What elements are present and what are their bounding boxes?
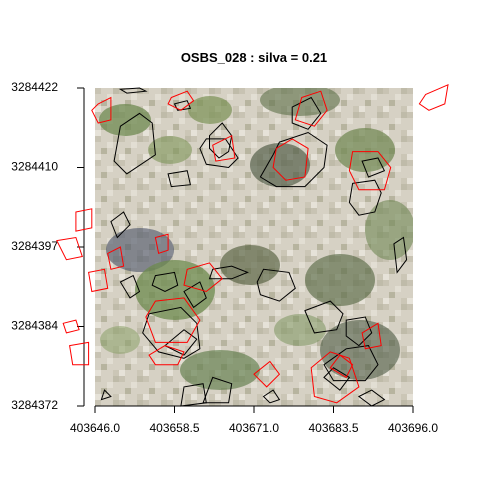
chart-title: OSBS_028 : silva = 0.21 — [181, 50, 327, 65]
y-tick-label: 3284410 — [11, 160, 58, 174]
x-tick-label: 403671.0 — [229, 421, 279, 435]
red-crown-series — [56, 83, 449, 404]
black-crown-polygon — [357, 389, 386, 407]
y-tick-label: 3284372 — [11, 398, 58, 412]
red-crown-polygon — [145, 297, 201, 343]
black-crown-polygon — [304, 300, 344, 334]
red-crown-polygon — [75, 208, 93, 232]
red-crown-polygon — [107, 246, 125, 270]
black-crown-polygon — [110, 211, 131, 239]
black-crown-polygon — [209, 122, 233, 159]
red-crown-polygon — [310, 351, 360, 404]
red-crown-polygon — [361, 322, 382, 350]
red-crown-polygon — [69, 341, 90, 366]
red-crown-polygon — [212, 134, 236, 162]
x-tick-label: 403646.0 — [70, 421, 120, 435]
black-crown-polygon — [208, 265, 249, 280]
black-crown-polygon — [323, 345, 379, 382]
vegetation-patch — [274, 314, 326, 346]
vegetation-patch — [99, 104, 151, 136]
red-crown-polygon — [154, 233, 169, 255]
black-crown-polygon — [262, 389, 281, 404]
black-crown-polygon — [291, 96, 322, 130]
black-crown-polygon — [183, 281, 207, 309]
black-crown-polygon — [164, 329, 198, 356]
y-tick-labels: 3284422 3284410 3284397 3284384 3284372 — [11, 80, 58, 412]
vegetation-patch — [180, 350, 260, 390]
black-crown-polygon — [119, 274, 141, 299]
vegetation-patch — [220, 245, 280, 285]
x-tick-label: 403696.0 — [388, 421, 438, 435]
x-axis — [94, 405, 414, 413]
black-crown-polygon — [361, 157, 386, 178]
red-crown-polygon — [183, 262, 223, 293]
y-tick-label: 3284422 — [11, 80, 58, 94]
red-crown-polygon — [272, 138, 309, 181]
black-crown-polygon — [118, 87, 148, 94]
black-crown-polygon — [256, 268, 296, 302]
red-crown-polygon — [418, 83, 449, 111]
red-crown-polygon — [348, 151, 392, 191]
y-tick-label: 3284397 — [11, 239, 58, 253]
vegetation-patch — [188, 96, 232, 124]
red-crown-polygon — [329, 354, 354, 379]
red-crown-polygon — [56, 236, 83, 261]
x-tick-labels: 403646.0 403658.5 403671.0 403683.5 4036… — [70, 421, 438, 435]
x-tick-label: 403658.5 — [149, 421, 199, 435]
red-crown-polygon — [148, 345, 185, 366]
black-crown-polygon — [323, 367, 351, 391]
black-crown-polygon — [180, 383, 207, 407]
red-crown-polygon — [91, 96, 112, 124]
black-crown-polygon — [202, 376, 233, 404]
vegetation-patch — [250, 143, 310, 187]
vegetation-patch — [320, 320, 400, 380]
vegetation-patch — [260, 88, 340, 116]
red-crown-polygon — [253, 360, 281, 388]
crown-polygons — [56, 83, 449, 407]
black-crown-polygon — [259, 131, 328, 188]
x-tick-label: 403683.5 — [308, 421, 358, 435]
black-crown-polygon — [142, 306, 201, 359]
black-crown-polygon — [151, 271, 179, 293]
black-crown-polygon — [167, 170, 192, 188]
vegetation-patch — [148, 136, 192, 164]
red-crown-polygon — [294, 90, 328, 127]
black-crown-polygon — [113, 112, 156, 175]
black-crown-polygon — [100, 389, 112, 401]
red-crown-polygon — [62, 319, 80, 334]
aerial-image — [95, 88, 413, 406]
red-crown-polygon — [88, 268, 109, 293]
vegetation-patch — [135, 260, 215, 320]
vegetation-patch — [100, 326, 140, 354]
y-tick-label: 3284384 — [11, 319, 58, 333]
red-crown-polygon — [167, 90, 195, 111]
black-crown-polygon — [345, 316, 373, 347]
vegetation-patch — [365, 200, 413, 260]
vegetation-patch — [305, 254, 375, 306]
y-axis — [77, 87, 85, 407]
vegetation-patch — [335, 128, 395, 172]
black-crown-polygon — [348, 179, 382, 216]
black-crown-polygon — [393, 236, 408, 274]
